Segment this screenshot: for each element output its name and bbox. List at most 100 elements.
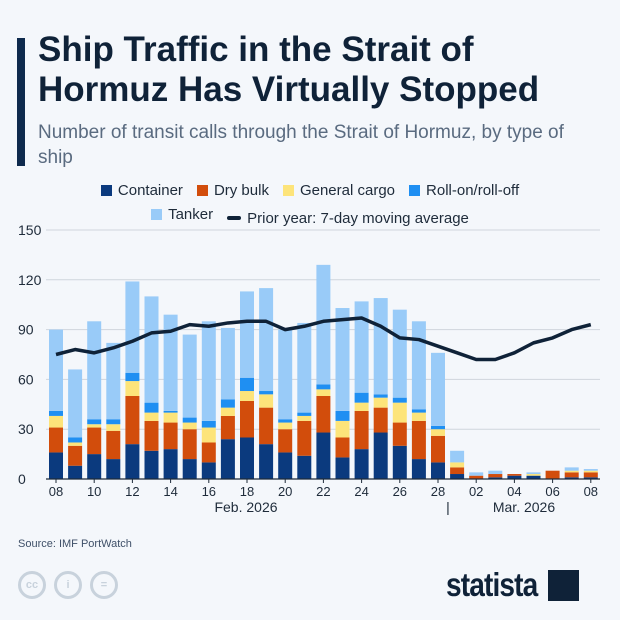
- bar-segment-tanker: [49, 329, 63, 411]
- x-tick-label: 02: [469, 484, 483, 499]
- x-tick-label: 08: [49, 484, 63, 499]
- bar-segment-roll-on-roll-off: [335, 410, 350, 421]
- legend-label: General cargo: [299, 182, 396, 199]
- bar-segment-tanker: [201, 321, 216, 421]
- bar-segment-dry-bulk: [316, 396, 331, 433]
- y-tick-label: 120: [18, 272, 42, 288]
- license-icons: cc i =: [18, 571, 118, 599]
- bar-segment-container: [297, 455, 312, 479]
- x-tick-label: 12: [125, 484, 139, 499]
- bar-segment-tanker: [335, 308, 350, 411]
- statista-logo: statista: [446, 566, 579, 604]
- x-tick-label: 16: [202, 484, 216, 499]
- bar-segment-general-cargo: [201, 427, 216, 443]
- bar-segment-dry-bulk: [507, 474, 522, 476]
- bar-segment-roll-on-roll-off: [68, 437, 83, 443]
- bar-segment-container: [392, 445, 407, 479]
- bar-segment-container: [507, 475, 522, 479]
- legend-label: Prior year: 7-day moving average: [247, 209, 469, 227]
- bar-segment-container: [125, 444, 140, 479]
- legend-label: Roll-on/roll-off: [426, 182, 520, 199]
- bar-segment-container: [373, 432, 388, 479]
- bar-segment-tanker: [182, 334, 197, 418]
- bar-segment-dry-bulk: [450, 467, 465, 475]
- bar-segment-dry-bulk: [431, 435, 445, 463]
- bar-segment-general-cargo: [373, 397, 388, 408]
- prior-year-line: [55, 316, 592, 362]
- bar-segment-container: [335, 457, 350, 479]
- x-tick-label: 18: [240, 484, 254, 499]
- bar-segment-dry-bulk: [68, 445, 83, 466]
- bar-segment-roll-on-roll-off: [297, 412, 312, 416]
- source-note: Source: IMF PortWatch: [18, 538, 132, 550]
- legend-swatch: [151, 209, 163, 220]
- x-tick-label: 14: [163, 484, 177, 499]
- bar-segment-general-cargo: [526, 474, 541, 476]
- bar-segment-dry-bulk: [335, 437, 350, 458]
- logo-mark-icon: [547, 569, 579, 601]
- bar-segment-general-cargo: [297, 415, 312, 421]
- bar-segment-tanker: [278, 329, 293, 420]
- bar-segment-dry-bulk: [411, 420, 426, 460]
- chart-subtitle: Number of transit calls through the Stra…: [38, 122, 564, 168]
- bar-segment-container: [49, 452, 63, 479]
- bar-segment-roll-on-roll-off: [125, 372, 140, 382]
- bar-segment-dry-bulk: [182, 429, 197, 460]
- bar-segment-tanker: [220, 327, 235, 400]
- bar-segment-dry-bulk: [564, 472, 579, 478]
- bar-segment-tanker: [106, 342, 121, 420]
- bar-segment-tanker: [87, 321, 102, 420]
- bar-segment-dry-bulk: [220, 415, 235, 440]
- month-separator: |: [446, 499, 450, 515]
- bar-segment-general-cargo: [87, 424, 102, 428]
- bar-segment-dry-bulk: [373, 407, 388, 433]
- bar-segment-container: [87, 454, 102, 479]
- bar-segment-roll-on-roll-off: [373, 394, 388, 398]
- bar-segment-dry-bulk: [278, 429, 293, 453]
- x-tick-label: 22: [316, 484, 330, 499]
- bar-segment-container: [278, 452, 293, 479]
- bar-segment-tanker: [583, 469, 598, 471]
- legend-swatch: [100, 185, 112, 196]
- chart-svg: 0 30 60 90 120 150 08 10 12 14 16 18 20 22 24 26 28 02 04 0…: [18, 222, 600, 515]
- bar-segment-roll-on-roll-off: [354, 392, 369, 403]
- bar-segment-tanker: [240, 291, 254, 378]
- x-tick-label: 26: [393, 484, 407, 499]
- bar-segment-dry-bulk: [545, 470, 560, 479]
- bar-segment-roll-on-roll-off: [316, 384, 331, 390]
- bar-segment-roll-on-roll-off: [278, 419, 293, 423]
- bar-segment-container: [201, 462, 216, 479]
- bar-segment-container: [220, 439, 235, 479]
- bar-segment-dry-bulk: [583, 472, 598, 478]
- bar-segment-tanker: [488, 470, 503, 475]
- bar-segment-dry-bulk: [49, 427, 63, 453]
- legend-item-dry-bulk: Dry bulk: [196, 179, 269, 202]
- month-label-feb: Feb. 2026: [214, 499, 277, 515]
- bar-segment-tanker: [316, 264, 331, 385]
- bar-segment-tanker: [259, 288, 274, 392]
- bar-segment-tanker: [373, 298, 388, 395]
- legend: Container Dry bulk General cargo Roll-on/ro…: [0, 179, 620, 230]
- bar-segment-roll-on-roll-off: [144, 402, 159, 413]
- bar-segment-roll-on-roll-off: [431, 425, 445, 430]
- bar-segment-roll-on-roll-off: [201, 420, 216, 428]
- bar-segment-roll-on-roll-off: [392, 397, 407, 403]
- bar-segment-general-cargo: [49, 415, 63, 428]
- x-tick-label: 28: [431, 484, 445, 499]
- bar-segment-dry-bulk: [106, 430, 121, 460]
- bar-segment-container: [526, 475, 541, 479]
- bar-segment-general-cargo: [125, 381, 140, 396]
- bar-segment-roll-on-roll-off: [411, 409, 426, 413]
- bar-segment-container: [259, 444, 274, 479]
- bar-segment-general-cargo: [106, 424, 121, 431]
- bar-segment-container: [144, 450, 159, 479]
- bar-segment-general-cargo: [335, 420, 350, 438]
- bar-segment-container: [450, 474, 465, 479]
- bar-segment-tanker: [125, 281, 140, 373]
- bar-segment-tanker: [163, 314, 178, 411]
- bar-segment-general-cargo: [411, 412, 426, 421]
- x-tick-label: 24: [354, 484, 368, 499]
- bar-segment-general-cargo: [144, 412, 159, 421]
- bar-segment-dry-bulk: [240, 400, 254, 438]
- x-tick-label: 06: [545, 484, 559, 499]
